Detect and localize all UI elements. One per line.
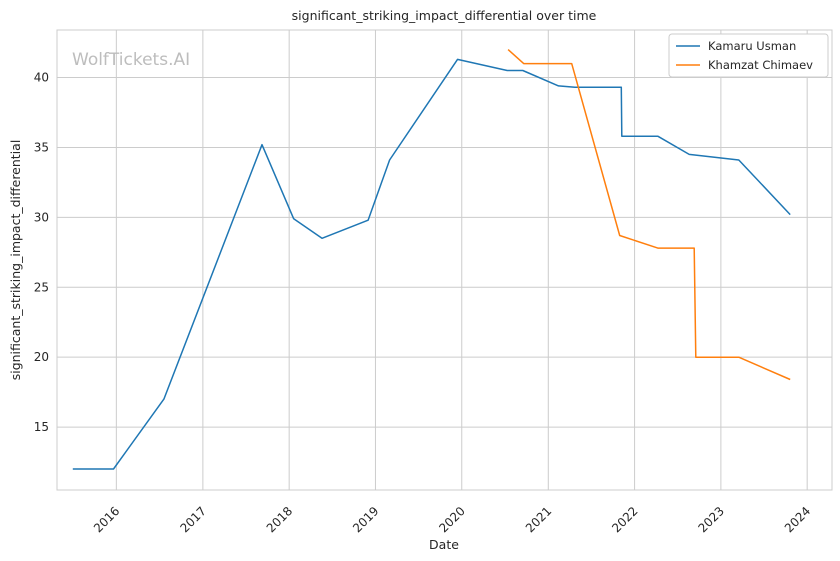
x-tick-label: 2017	[177, 504, 208, 535]
x-tick-label: 2020	[436, 504, 467, 535]
legend-label-khamzat-chimaev: Khamzat Chimaev	[708, 58, 813, 72]
legend-label-kamaru-usman: Kamaru Usman	[708, 39, 796, 53]
legend-box	[668, 33, 829, 78]
x-tick-label: 2023	[696, 504, 727, 535]
x-tick-label: 2021	[523, 504, 554, 535]
legend: Kamaru Usman Khamzat Chimaev	[668, 33, 829, 78]
plot-area	[56, 29, 833, 491]
y-axis-label: significant_striking_impact_differential	[8, 140, 23, 381]
chart-title: significant_striking_impact_differential…	[292, 8, 597, 23]
x-tick-label: 2016	[91, 504, 122, 535]
y-axis-ticks: 15 20 25 30 35 40	[34, 71, 49, 435]
y-tick-label: 35	[34, 140, 49, 154]
y-tick-label: 25	[34, 280, 49, 294]
watermark: WolfTickets.AI	[72, 50, 190, 70]
series-line-khamzat-chimaev	[507, 49, 791, 381]
y-tick-label: 40	[34, 71, 49, 85]
x-tick-label: 2022	[609, 504, 640, 535]
series-line-kamaru-usman	[72, 58, 791, 470]
x-tick-label: 2019	[350, 504, 381, 535]
x-tick-label: 2018	[264, 504, 295, 535]
y-tick-label: 15	[34, 420, 49, 434]
x-axis-label: Date	[429, 537, 459, 552]
x-tick-label: 2024	[782, 504, 813, 535]
x-axis-ticks: 2016 2017 2018 2019 2020 2021 2022 2023 2024	[91, 504, 813, 535]
y-tick-label: 30	[34, 210, 49, 224]
y-tick-label: 20	[34, 350, 49, 364]
series-layer	[72, 49, 791, 470]
